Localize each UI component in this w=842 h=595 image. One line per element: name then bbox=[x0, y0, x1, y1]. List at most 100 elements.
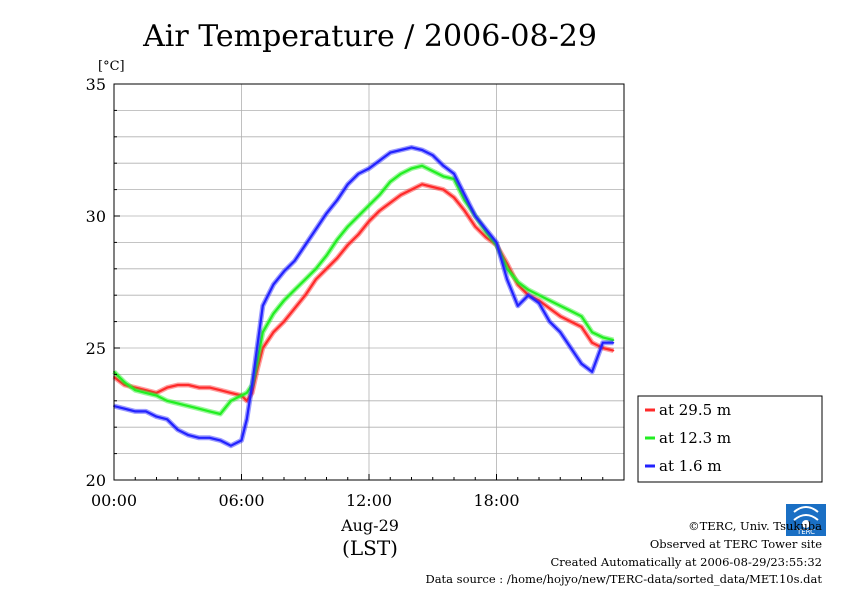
data-point bbox=[527, 294, 530, 297]
data-point bbox=[474, 225, 477, 228]
data-point bbox=[484, 236, 487, 239]
x-axis-ticks: 00:00 06:00 12:00 18:00 bbox=[91, 474, 604, 510]
data-point bbox=[506, 267, 509, 270]
data-point bbox=[240, 394, 243, 397]
data-point bbox=[187, 405, 190, 407]
data-point bbox=[208, 436, 211, 439]
data-point bbox=[123, 384, 126, 386]
data-point bbox=[474, 215, 477, 217]
data-point bbox=[261, 347, 264, 349]
data-point bbox=[144, 410, 147, 413]
data-point bbox=[399, 172, 402, 175]
data-point bbox=[378, 209, 381, 212]
data-point bbox=[245, 399, 248, 402]
data-point bbox=[176, 384, 179, 386]
data-point bbox=[612, 339, 615, 341]
data-point bbox=[293, 259, 296, 262]
legend-label: at 12.3 m bbox=[659, 429, 731, 447]
data-point bbox=[410, 188, 413, 191]
data-point bbox=[346, 244, 349, 246]
data-point bbox=[198, 407, 200, 410]
data-point bbox=[176, 402, 179, 405]
data-point bbox=[261, 304, 264, 307]
x-tick-label: 00:00 bbox=[91, 491, 137, 510]
data-point bbox=[256, 360, 259, 363]
x-tick-label: 06:00 bbox=[218, 491, 264, 510]
data-point bbox=[421, 149, 424, 151]
data-point bbox=[304, 294, 307, 297]
data-point bbox=[256, 368, 259, 371]
data-point bbox=[155, 391, 158, 394]
data-point bbox=[256, 344, 259, 347]
data-point bbox=[123, 407, 126, 410]
data-point bbox=[176, 428, 179, 431]
data-point bbox=[506, 262, 509, 265]
data-point bbox=[123, 381, 126, 384]
data-point bbox=[134, 410, 137, 413]
data-point bbox=[559, 315, 562, 318]
data-point bbox=[442, 175, 445, 178]
gridlines bbox=[114, 84, 624, 480]
series-line-0 bbox=[113, 183, 614, 402]
data-point bbox=[245, 391, 248, 394]
data-point bbox=[166, 418, 169, 421]
data-point bbox=[251, 384, 254, 386]
data-point bbox=[410, 146, 413, 149]
series-halo-1 bbox=[112, 163, 615, 417]
source-text: Data source : /home/hojyo/new/TERC-data/… bbox=[425, 572, 822, 586]
data-point bbox=[506, 278, 509, 281]
data-point bbox=[453, 196, 455, 199]
data-point bbox=[453, 172, 455, 175]
data-point bbox=[410, 167, 413, 170]
data-point bbox=[346, 183, 349, 186]
data-point bbox=[272, 331, 275, 334]
data-point bbox=[580, 362, 583, 365]
data-point bbox=[357, 172, 360, 175]
data-point bbox=[198, 436, 200, 439]
data-point bbox=[591, 341, 594, 344]
data-point bbox=[378, 159, 381, 162]
data-point bbox=[368, 220, 370, 223]
legend-box bbox=[637, 395, 823, 483]
data-point bbox=[463, 209, 466, 212]
data-point bbox=[336, 257, 339, 260]
x-axis-title: (LST) bbox=[342, 536, 398, 560]
data-point bbox=[580, 315, 583, 318]
data-point bbox=[198, 386, 200, 389]
series-line-1 bbox=[113, 164, 614, 416]
legend: at 29.5 m at 12.3 m at 1.6 m bbox=[637, 395, 823, 483]
data-point bbox=[272, 283, 275, 286]
data-point bbox=[219, 389, 222, 392]
data-point bbox=[272, 312, 275, 315]
data-point bbox=[144, 391, 147, 394]
data-point bbox=[336, 199, 339, 202]
data-point bbox=[580, 325, 583, 328]
data-point bbox=[368, 204, 370, 207]
y-tick-label: 30 bbox=[86, 207, 106, 226]
wave-icon bbox=[793, 506, 819, 521]
data-point bbox=[591, 331, 594, 334]
data-point bbox=[538, 302, 540, 305]
data-point bbox=[229, 391, 232, 394]
y-tick-label: 25 bbox=[86, 339, 106, 358]
data-point bbox=[187, 434, 190, 437]
data-point bbox=[442, 164, 445, 167]
data-point bbox=[548, 320, 551, 323]
data-point bbox=[325, 254, 328, 257]
data-point bbox=[229, 444, 232, 447]
data-point bbox=[431, 186, 434, 188]
data-point bbox=[304, 278, 307, 281]
y-axis-ticks: 20 25 30 35 bbox=[86, 75, 120, 490]
data-point bbox=[591, 370, 594, 373]
data-point bbox=[283, 299, 285, 302]
data-point bbox=[346, 225, 349, 228]
data-point bbox=[421, 183, 424, 186]
data-point bbox=[463, 199, 466, 202]
data-point bbox=[559, 331, 562, 334]
data-point bbox=[538, 294, 540, 297]
data-point bbox=[463, 193, 466, 196]
x-tick-label: 18:00 bbox=[473, 491, 519, 510]
y-axis-unit: [°C] bbox=[98, 59, 125, 74]
data-point bbox=[569, 320, 572, 323]
data-point bbox=[399, 149, 402, 151]
